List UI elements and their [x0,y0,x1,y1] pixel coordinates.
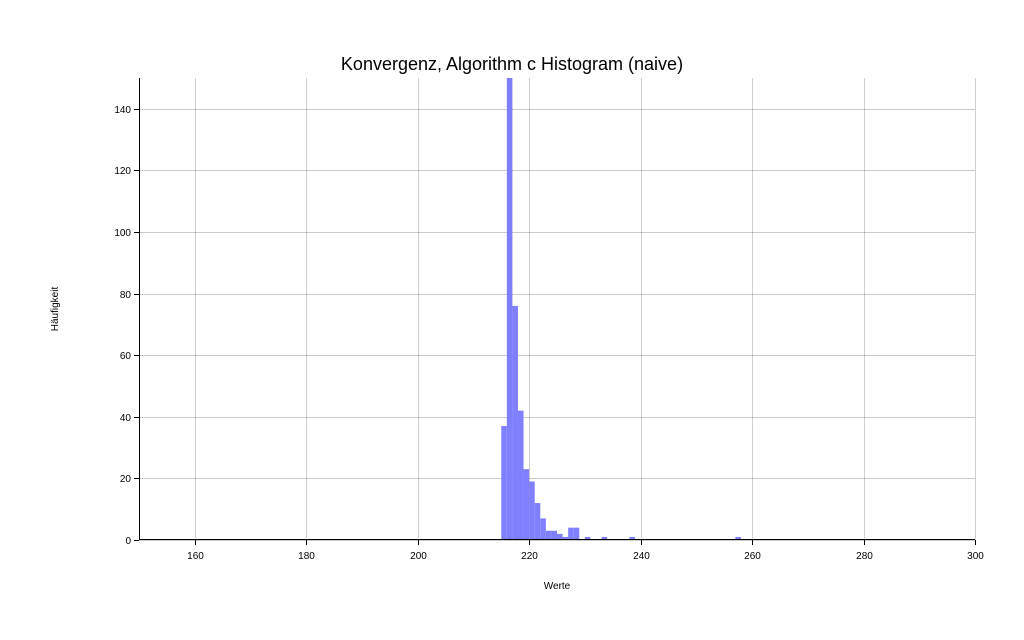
x-tick-label: 200 [410,551,427,562]
histogram-bar [573,527,580,540]
histogram-bar [562,536,569,540]
y-tick-label: 20 [120,474,132,485]
x-tick-label: 240 [633,551,650,562]
y-tick-label: 60 [120,351,132,362]
histogram-bar [601,536,608,540]
histogram-bar [735,536,741,540]
histogram-bar [540,518,546,540]
y-tick-label: 120 [114,166,131,177]
x-axis-label: Werte [544,581,571,592]
x-tick-label: 280 [856,551,873,562]
bars [501,78,741,540]
x-ticks: 160 180 200 220 240 260 280 300 [187,540,984,562]
y-tick-label: 0 [125,536,131,547]
histogram-bar [506,78,513,540]
chart-title: Konvergenz, Algorithm c Histogram (naive… [341,54,683,74]
histogram-bar [501,426,507,540]
histogram-bar [545,530,552,540]
y-tick-label: 140 [114,105,131,116]
histogram-bar [584,536,591,540]
x-tick-label: 220 [521,551,538,562]
axes [139,78,975,540]
histogram-bar [629,536,636,540]
histogram-bar [523,469,530,540]
histogram-bar [551,530,557,540]
y-tick-label: 100 [114,228,131,239]
histogram-bar [568,527,574,540]
histogram-bar [529,481,535,540]
histogram-bar [534,503,541,540]
x-tick-label: 300 [967,551,984,562]
y-ticks: 0 20 40 60 80 100 120 140 [114,105,139,547]
histogram-bar [557,533,563,540]
y-tick-label: 40 [120,413,132,424]
x-tick-label: 160 [187,551,204,562]
x-tick-label: 180 [298,551,315,562]
y-axis-label: Häufigkeit [50,287,61,332]
histogram-bar [512,305,518,540]
x-tick-label: 260 [744,551,761,562]
y-tick-label: 80 [120,290,132,301]
histogram-bar [517,410,524,540]
grid [139,78,976,541]
